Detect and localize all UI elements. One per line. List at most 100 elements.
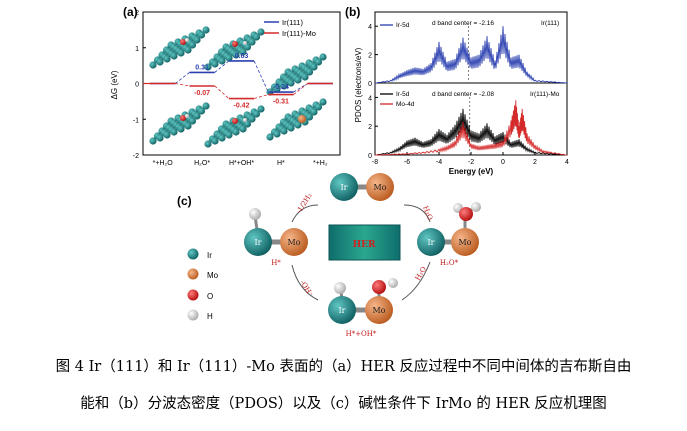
figure: (a) ΔG (eV) 210-1-2 *+H₂O H₂O* H*+OH* H* *+H… xyxy=(110,5,569,338)
pdos-bottom-center: d band center = -2.08 xyxy=(432,91,494,98)
pdos-bottom-legend-mo: Mo-4d xyxy=(396,101,415,108)
energy-connector xyxy=(293,83,308,93)
slab-atom xyxy=(197,107,206,115)
slab-atom xyxy=(305,113,314,121)
legend-ir-icon xyxy=(187,248,199,260)
state-label-h-oh: H*+OH* xyxy=(346,330,377,338)
slab-atom xyxy=(218,134,226,142)
energy-connector xyxy=(214,60,230,73)
legend-h-icon xyxy=(187,309,199,321)
mo-atom-label: Mo xyxy=(458,238,471,247)
ir-atom xyxy=(330,173,358,201)
ytick-label: -2 xyxy=(133,153,139,160)
panel-b-pdos: (b) PDOS (electrons/eV) Energy (eV) -8 -6… xyxy=(345,5,569,176)
pdos-bottom-legend-ir: Ir-5d xyxy=(396,91,410,98)
ytick-label: 2 xyxy=(368,124,372,131)
energy-value-label: -0.24 xyxy=(273,84,289,91)
ir-atom-label: Ir xyxy=(341,183,348,192)
legend-mo-icon xyxy=(187,268,199,280)
molecule-h2o-star: Ir Mo H₂O* xyxy=(417,202,481,267)
energy-connector xyxy=(175,72,190,84)
panel-c-tag: (c) xyxy=(177,194,192,208)
panel-a-tag: (a) xyxy=(123,5,138,19)
slab-o xyxy=(232,41,238,47)
panel-a-free-energy: (a) ΔG (eV) 210-1-2 *+H₂O H₂O* H*+OH* H* *+H… xyxy=(110,5,341,167)
slab-atom xyxy=(310,108,318,116)
slab-atom xyxy=(257,105,265,113)
slab-atom xyxy=(225,54,233,62)
legend-o-label: O xyxy=(207,292,213,301)
panel-a-yticks: 2 1 0 -1 -2 xyxy=(133,10,146,160)
slab-atom xyxy=(314,103,323,111)
xtick-label: -6 xyxy=(404,159,410,166)
molecule-bare: Ir Mo xyxy=(330,173,394,201)
mo-atom-label: Mo xyxy=(287,238,300,247)
panel-a-surface-models xyxy=(149,26,327,148)
energy-connector xyxy=(214,85,230,99)
panel-a-ylabel: ΔG (eV) xyxy=(110,70,119,99)
mo-atom-label: Mo xyxy=(373,183,386,192)
ir-atom-label: Ir xyxy=(428,238,435,247)
step-label-h2o-1: H₂O xyxy=(421,205,434,222)
slab-atom xyxy=(177,49,185,57)
caption-line-2: 能和（b）分波态密度（PDOS）以及（c）碱性条件下 IrMo 的 HER 反应… xyxy=(80,396,607,412)
slab-atom xyxy=(177,125,185,133)
step-label-h2o-2: H₂O xyxy=(414,265,428,282)
her-box xyxy=(328,224,401,261)
slab-atom xyxy=(184,46,192,54)
ytick-label: 0 xyxy=(368,153,372,160)
mo-atom xyxy=(280,228,308,256)
surface-slab xyxy=(204,105,265,148)
ytick-label: 1 xyxy=(135,46,139,53)
slab-atom xyxy=(163,131,171,139)
ir-atom-label: Ir xyxy=(339,306,346,315)
slab-atom xyxy=(273,130,281,138)
pdos-top-center: d band center = -2.16 xyxy=(432,20,494,27)
h-atom xyxy=(249,208,261,220)
slab-atom xyxy=(266,133,274,141)
o-atom xyxy=(459,207,473,221)
slab-atom xyxy=(202,102,210,110)
mo-atom xyxy=(451,228,479,256)
slab-atom xyxy=(248,115,256,123)
legend-mo-label: Mo xyxy=(207,271,219,280)
pdos-top-corner: Ir(111) xyxy=(541,20,559,27)
ytick-label: 4 xyxy=(368,24,372,31)
legend-h-label: H xyxy=(207,312,213,321)
slab-o xyxy=(180,39,186,45)
slab-atom xyxy=(243,43,252,51)
slab-atom xyxy=(257,28,265,36)
h-atom xyxy=(471,202,481,212)
slab-atom xyxy=(211,137,219,145)
xtick-label: 2 xyxy=(533,159,537,166)
slab-atom xyxy=(239,125,247,133)
molecule-h-star: Ir Mo H* xyxy=(244,208,308,267)
slab-atom xyxy=(156,134,164,142)
panel-b-tag: (b) xyxy=(345,5,360,19)
panel-b-curves xyxy=(374,26,568,156)
o-atom xyxy=(372,280,386,294)
slab-atom xyxy=(218,57,226,65)
ir-atom-label: Ir xyxy=(255,238,262,247)
slab-atom xyxy=(156,58,164,66)
surface-slab xyxy=(149,102,210,145)
slab-atom xyxy=(225,131,233,139)
xtick-label: *+H₂ xyxy=(313,160,328,167)
panel-a-xlabels: *+H₂O H₂O* H*+OH* H* *+H₂ xyxy=(153,160,328,167)
slab-atom xyxy=(239,48,247,56)
legend-o-icon xyxy=(187,289,199,301)
xtick-label: H₂O* xyxy=(194,160,210,167)
slab-atom xyxy=(202,26,210,34)
panel-b-xlabel: Energy (eV) xyxy=(449,167,494,176)
energy-value-label: 0.31 xyxy=(195,64,209,71)
surface-slab xyxy=(266,98,327,141)
arrow-h2o-adsorb xyxy=(403,204,431,223)
slab-atom xyxy=(170,52,178,60)
energy-connector xyxy=(254,94,269,99)
xtick-label: *+H₂O xyxy=(153,160,174,167)
panel-a-energy-lines: 0.31 0.63 -0.24 -0.07 -0.42 -0.31 xyxy=(143,53,333,110)
step-label-oh: -OH⁻ xyxy=(298,279,314,299)
ytick-label: -1 xyxy=(133,117,139,124)
slab-atom xyxy=(193,36,201,44)
energy-value-label: 0.63 xyxy=(235,53,249,60)
